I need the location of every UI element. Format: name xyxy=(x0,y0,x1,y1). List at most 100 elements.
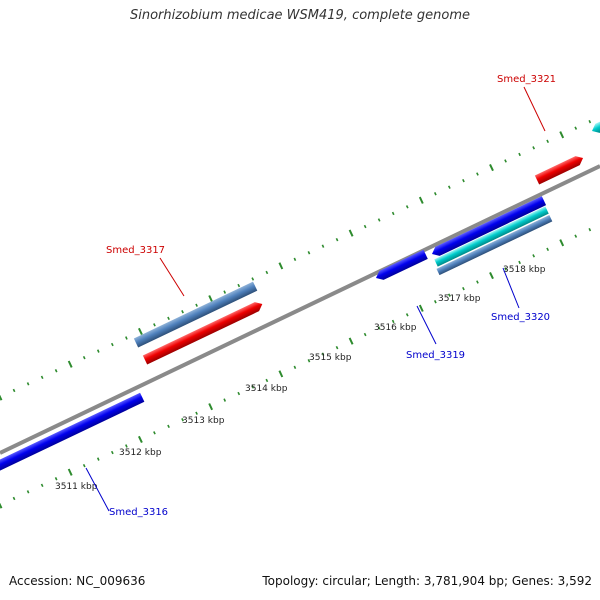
outer-track-minor-tick xyxy=(265,270,269,275)
outer-track-major-tick xyxy=(418,196,424,204)
inner-track-minor-tick xyxy=(12,496,16,501)
tick-label-3511: 3511 kbp xyxy=(55,482,98,492)
inner-track-minor-tick xyxy=(574,234,578,238)
inner-track-minor-tick xyxy=(82,463,86,468)
outer-track-minor-tick xyxy=(26,382,30,386)
outer-track-minor-tick xyxy=(12,388,16,393)
outer-track-minor-tick xyxy=(167,316,170,321)
outer-track-minor-tick xyxy=(181,310,184,314)
accession-text: Accession: NC_009636 xyxy=(9,574,146,588)
leader-line-smed-3319 xyxy=(416,305,437,345)
inner-track-minor-tick xyxy=(335,345,339,350)
leader-line-smed-3317 xyxy=(159,257,185,297)
outer-track-minor-tick xyxy=(476,172,479,176)
gene-label-smed-3317[interactable]: Smed_3317 xyxy=(106,245,165,256)
outer-track-minor-tick xyxy=(532,146,536,150)
outer-track-major-tick xyxy=(0,394,3,401)
inner-track-minor-tick xyxy=(251,385,255,389)
outer-track-major-tick xyxy=(137,327,143,336)
outer-track-major-tick xyxy=(489,163,494,172)
outer-track-minor-tick xyxy=(447,185,451,189)
inner-track-minor-tick xyxy=(26,490,30,494)
inner-track-minor-tick xyxy=(447,293,451,297)
outer-track-minor-tick xyxy=(237,283,241,288)
gene-label-smed-3316[interactable]: Smed_3316 xyxy=(109,507,168,518)
inner-track-minor-tick xyxy=(223,398,227,402)
outer-track-minor-tick xyxy=(195,303,198,307)
outer-track-minor-tick xyxy=(293,257,297,262)
outer-track-minor-tick xyxy=(251,277,255,281)
inner-track-major-tick xyxy=(418,304,424,312)
inner-track-minor-tick xyxy=(363,332,367,337)
inner-track-minor-tick xyxy=(167,424,170,429)
outer-track-minor-tick xyxy=(574,126,578,130)
outer-track-minor-tick xyxy=(377,218,381,222)
outer-track-minor-tick xyxy=(153,323,156,327)
gene-label-smed-3321[interactable]: Smed_3321 xyxy=(497,74,556,85)
page-title: Sinorhizobium medicae WSM419, complete g… xyxy=(129,8,471,23)
outer-track-minor-tick xyxy=(504,159,507,163)
inner-track-minor-tick xyxy=(462,286,465,291)
tick-label-3515: 3515 kbp xyxy=(309,353,352,363)
gene-feature-smed-3316[interactable] xyxy=(0,392,145,472)
inner-track-minor-tick xyxy=(377,326,381,330)
outer-track-minor-tick xyxy=(321,244,325,248)
inner-track-minor-tick xyxy=(307,359,311,363)
inner-track-minor-tick xyxy=(391,319,395,324)
gene-label-smed-3319[interactable]: Smed_3319 xyxy=(406,350,465,361)
outer-track-minor-tick xyxy=(391,211,395,216)
inner-track-major-tick xyxy=(67,468,73,476)
gene-feature-smed-3320-rna[interactable] xyxy=(434,206,549,267)
outer-track-major-tick xyxy=(278,262,284,270)
inner-track-minor-tick xyxy=(96,457,100,461)
inner-tick-track xyxy=(0,227,592,509)
outer-track-minor-tick xyxy=(96,349,100,353)
outer-track-minor-tick xyxy=(40,375,44,380)
gene-feature-smed-3321[interactable] xyxy=(534,154,585,185)
gene-feature-smed-3317[interactable] xyxy=(133,281,258,348)
inner-track-major-tick xyxy=(137,435,143,444)
outer-track-minor-tick xyxy=(125,336,128,340)
genome-backbone xyxy=(0,164,600,455)
tick-label-3513: 3513 kbp xyxy=(182,416,225,426)
outer-track-minor-tick xyxy=(462,178,465,183)
inner-track-major-tick xyxy=(0,502,3,509)
gene-feature-smed-3320[interactable] xyxy=(436,215,553,276)
inner-track-major-tick xyxy=(489,271,494,280)
outer-track-minor-tick xyxy=(110,342,114,347)
inner-track-minor-tick xyxy=(195,411,198,415)
gene-feature-smed-3318[interactable] xyxy=(142,300,265,365)
inner-track-minor-tick xyxy=(40,483,44,488)
leader-line-smed-3316 xyxy=(85,467,110,512)
outer-track-minor-tick xyxy=(405,205,409,209)
inner-track-major-tick xyxy=(348,337,354,345)
outer-track-minor-tick xyxy=(335,237,339,242)
tick-label-3514: 3514 kbp xyxy=(245,384,288,394)
outer-track-minor-tick xyxy=(433,192,437,196)
outer-track-minor-tick xyxy=(546,139,550,144)
inner-track-minor-tick xyxy=(153,431,156,435)
inner-track-minor-tick xyxy=(476,280,479,284)
outer-track-minor-tick xyxy=(307,251,311,255)
leader-line-smed-3321 xyxy=(523,86,546,132)
outer-track-major-tick xyxy=(208,295,214,303)
tick-label-3517: 3517 kbp xyxy=(438,294,481,304)
inner-track-major-tick xyxy=(278,370,284,378)
inner-track-minor-tick xyxy=(265,378,269,383)
outer-track-major-tick xyxy=(559,131,565,139)
gene-label-smed-3320[interactable]: Smed_3320 xyxy=(491,312,550,323)
gene-feature-smed-3319[interactable] xyxy=(374,249,428,283)
gene-feature-smed-3319b[interactable] xyxy=(430,196,547,258)
tick-label-3518: 3518 kbp xyxy=(503,265,546,275)
inner-track-minor-tick xyxy=(125,444,128,448)
outer-track-minor-tick xyxy=(588,119,592,124)
inner-track-minor-tick xyxy=(110,450,114,455)
outer-track-minor-tick xyxy=(82,355,86,360)
gene-feature-edge[interactable] xyxy=(590,113,600,136)
inner-track-minor-tick xyxy=(588,227,592,232)
outer-track-minor-tick xyxy=(518,152,521,157)
tick-label-3512: 3512 kbp xyxy=(119,448,162,458)
outer-tick-track xyxy=(0,119,592,401)
